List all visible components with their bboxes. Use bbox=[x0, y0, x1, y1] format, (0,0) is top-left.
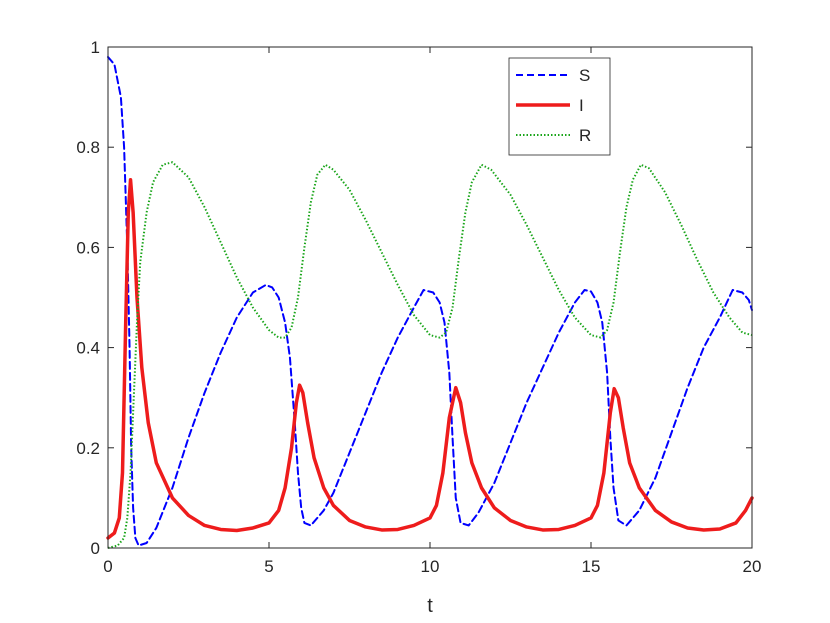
x-tick-label: 5 bbox=[264, 557, 273, 576]
legend-label-i: I bbox=[579, 96, 584, 115]
x-axis-title: t bbox=[427, 595, 433, 617]
y-tick-label: 0.2 bbox=[76, 439, 100, 458]
y-tick-label: 0.6 bbox=[76, 238, 100, 257]
plot-area bbox=[108, 47, 752, 548]
legend: SIR bbox=[508, 57, 611, 156]
legend-label-r: R bbox=[579, 126, 591, 145]
x-tick-label: 15 bbox=[582, 557, 601, 576]
x-tick-label: 0 bbox=[103, 557, 112, 576]
legend-label-s: S bbox=[579, 66, 590, 85]
series-line-i bbox=[106, 178, 754, 540]
y-tick-label: 0.8 bbox=[76, 138, 100, 157]
tick-layer: 0 5 10 15 20 0 0.2 0.4 0.6 0.8 1 bbox=[76, 38, 761, 576]
y-tick-label: 0 bbox=[91, 539, 100, 558]
y-tick-label: 0.4 bbox=[76, 339, 100, 358]
x-tick-label: 10 bbox=[421, 557, 440, 576]
y-tick-label: 1 bbox=[91, 38, 100, 57]
series-layer bbox=[106, 56, 754, 549]
x-tick-label: 20 bbox=[743, 557, 762, 576]
legend-entries: SIR bbox=[516, 66, 591, 145]
series-line-s bbox=[107, 56, 753, 547]
series-line-r bbox=[107, 161, 753, 549]
